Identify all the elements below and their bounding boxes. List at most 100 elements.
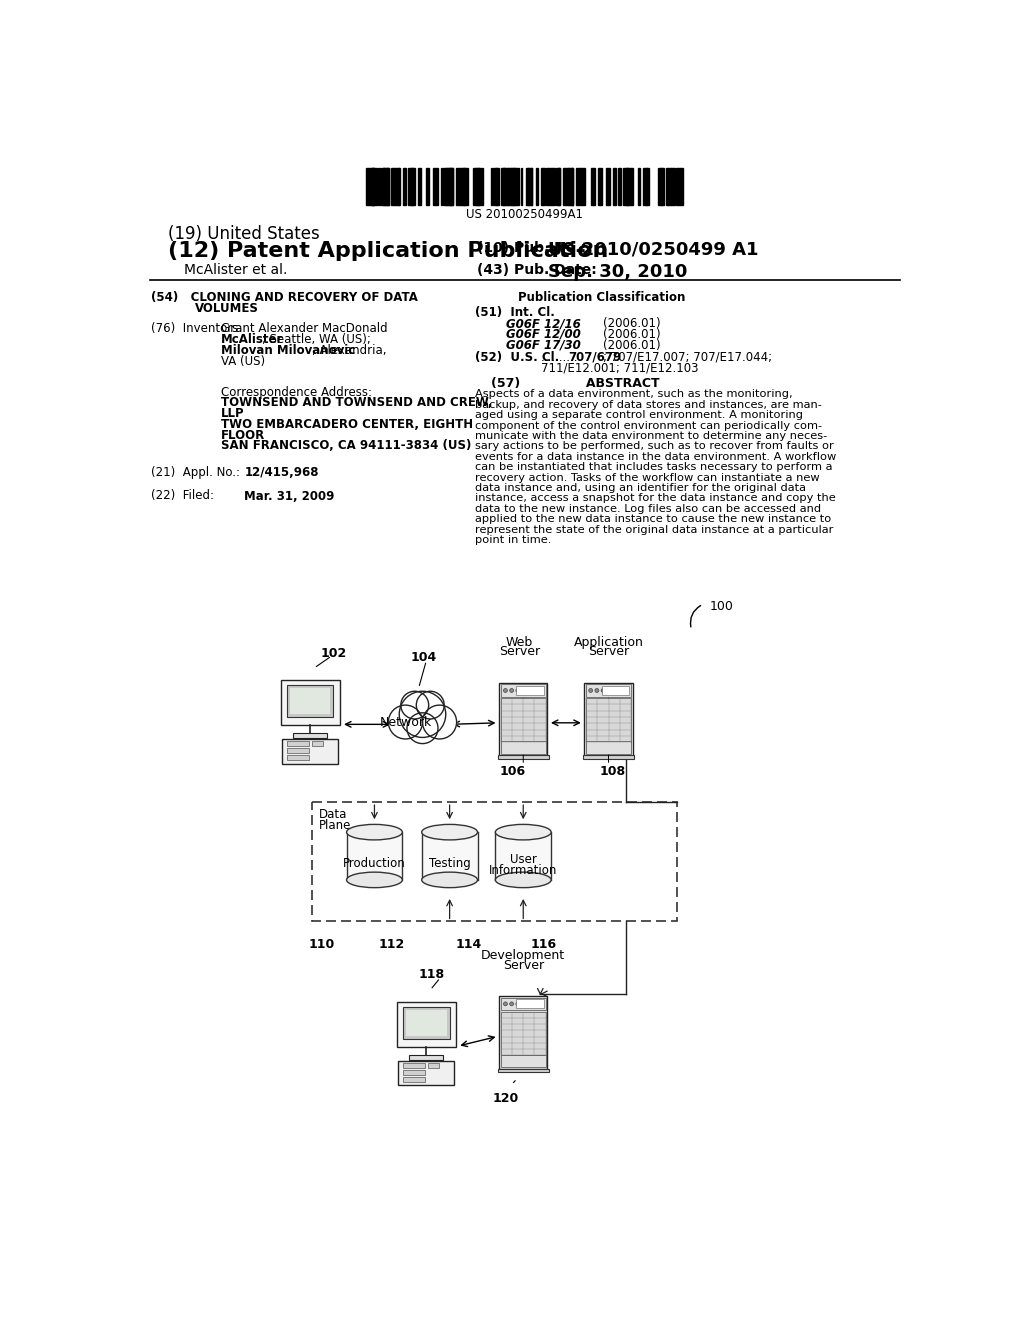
Bar: [586, 684, 631, 697]
Text: can be instantiated that includes tasks necessary to perform a: can be instantiated that includes tasks …: [475, 462, 833, 473]
Text: Publication Classification: Publication Classification: [518, 290, 685, 304]
Circle shape: [407, 713, 438, 743]
Bar: [449, 168, 453, 205]
Bar: [451, 168, 454, 205]
Text: Server: Server: [499, 645, 540, 659]
Bar: [287, 748, 308, 752]
Bar: [608, 168, 610, 205]
Bar: [381, 168, 385, 205]
Text: Sep. 30, 2010: Sep. 30, 2010: [548, 263, 687, 281]
Text: (10) Pub. No.:: (10) Pub. No.:: [477, 240, 586, 255]
Bar: [536, 168, 538, 205]
Bar: [606, 168, 608, 205]
Text: Data: Data: [318, 808, 347, 821]
Bar: [575, 168, 582, 205]
Ellipse shape: [422, 825, 477, 840]
Bar: [629, 168, 631, 205]
Text: Server: Server: [588, 645, 629, 659]
Text: Plane: Plane: [318, 818, 351, 832]
Bar: [368, 168, 374, 205]
Bar: [568, 168, 572, 205]
Text: 110: 110: [308, 939, 335, 952]
Text: recovery action. Tasks of the workflow can instantiate a new: recovery action. Tasks of the workflow c…: [475, 473, 820, 483]
Bar: [643, 168, 647, 205]
Bar: [403, 1063, 425, 1068]
Bar: [501, 698, 546, 742]
Text: point in time.: point in time.: [475, 535, 552, 545]
Circle shape: [504, 689, 507, 693]
Text: McAlister et al.: McAlister et al.: [183, 263, 287, 277]
Circle shape: [423, 705, 457, 739]
Ellipse shape: [346, 873, 402, 887]
Text: Server: Server: [503, 960, 544, 973]
Bar: [393, 168, 398, 205]
Bar: [563, 168, 566, 205]
Text: Information: Information: [489, 865, 557, 878]
Bar: [371, 168, 374, 205]
Bar: [366, 168, 368, 205]
Bar: [658, 168, 662, 205]
Bar: [403, 168, 406, 205]
Bar: [478, 168, 479, 205]
Text: Development: Development: [481, 949, 565, 962]
Text: Grant Alexander MacDonald: Grant Alexander MacDonald: [221, 322, 388, 335]
Bar: [456, 168, 458, 205]
Bar: [681, 168, 683, 205]
Text: (2006.01): (2006.01): [603, 327, 660, 341]
Text: aged using a separate control environment. A monitoring: aged using a separate control environmen…: [475, 411, 803, 420]
Bar: [503, 168, 505, 205]
Bar: [501, 1011, 546, 1056]
Bar: [674, 168, 675, 205]
Bar: [458, 168, 461, 205]
Bar: [516, 999, 544, 1008]
Bar: [544, 168, 546, 205]
Bar: [283, 739, 338, 763]
Bar: [570, 168, 573, 205]
Bar: [660, 168, 665, 205]
Text: VA (US): VA (US): [221, 355, 265, 368]
Circle shape: [388, 705, 423, 739]
Bar: [409, 168, 413, 205]
Text: backup, and recovery of data stores and instances, are man-: backup, and recovery of data stores and …: [475, 400, 822, 409]
Bar: [311, 742, 323, 746]
Text: Milovan Milovanovic: Milovan Milovanovic: [221, 345, 355, 356]
Text: Web: Web: [506, 636, 534, 649]
Bar: [398, 1061, 455, 1085]
Text: VOLUMES: VOLUMES: [195, 302, 258, 314]
Bar: [463, 168, 465, 205]
Bar: [461, 168, 466, 205]
Text: 112: 112: [378, 939, 404, 952]
Bar: [548, 168, 553, 205]
Bar: [287, 685, 334, 718]
Circle shape: [400, 692, 429, 719]
Bar: [646, 168, 649, 205]
Text: TWO EMBARCADERO CENTER, EIGHTH: TWO EMBARCADERO CENTER, EIGHTH: [221, 418, 473, 430]
Bar: [498, 755, 549, 759]
Text: Network: Network: [379, 715, 431, 729]
Bar: [585, 682, 633, 756]
Text: G06F 12/16: G06F 12/16: [506, 317, 581, 330]
Bar: [445, 168, 452, 205]
Circle shape: [417, 692, 444, 719]
Bar: [601, 686, 630, 696]
Text: 104: 104: [411, 651, 437, 664]
Bar: [513, 168, 515, 205]
Text: Application: Application: [573, 636, 643, 649]
Bar: [422, 832, 477, 880]
Bar: [501, 168, 506, 205]
Bar: [443, 168, 446, 205]
Bar: [511, 168, 516, 205]
Bar: [591, 168, 593, 205]
Bar: [521, 168, 522, 205]
Bar: [490, 168, 493, 205]
Text: instance, access a snapshot for the data instance and copy the: instance, access a snapshot for the data…: [475, 494, 836, 503]
Bar: [287, 742, 308, 746]
Text: 118: 118: [419, 969, 444, 982]
Text: Testing: Testing: [429, 857, 470, 870]
Ellipse shape: [496, 873, 551, 887]
Text: (76)  Inventors:: (76) Inventors:: [152, 322, 243, 335]
Bar: [586, 698, 631, 742]
Bar: [525, 168, 529, 205]
Bar: [426, 168, 429, 205]
Bar: [500, 997, 547, 1069]
